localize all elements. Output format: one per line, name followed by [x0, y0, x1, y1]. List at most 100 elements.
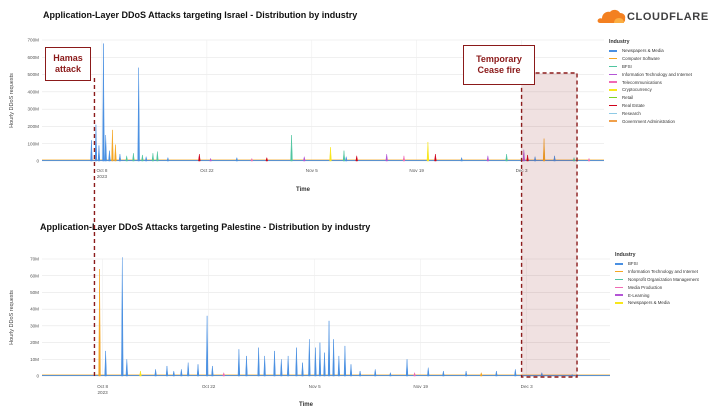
x-tick-label: Oct 22 [202, 384, 216, 389]
data-spike [402, 155, 406, 162]
cease-fire-callout: Temporary Cease fire [463, 45, 535, 85]
data-spike [144, 156, 148, 162]
chart-title-israel: Application-Layer DDoS Attacks targeting… [43, 10, 358, 20]
data-spike [480, 371, 483, 377]
data-spike [151, 153, 155, 162]
data-spike [137, 67, 140, 162]
y-axis-title: Hourly DDoS requests [9, 290, 15, 345]
hamas-attack-callout: Hamas attack [45, 47, 91, 81]
data-spike [263, 355, 266, 377]
legend-palestine: Industry BFSI Information Technology and … [615, 252, 699, 307]
legend-swatch [615, 302, 623, 304]
data-spike [405, 359, 409, 377]
y-tick-label: 70M [30, 257, 39, 262]
data-spike [323, 352, 326, 377]
data-spike [211, 365, 214, 377]
data-spike [308, 339, 311, 377]
data-spike [198, 154, 201, 162]
legend-swatch [615, 286, 623, 289]
legend-swatch [609, 73, 617, 76]
legend-item: Newspapers & Media [615, 299, 699, 307]
legend-label: Computer Software [622, 56, 660, 62]
brand-name: CLOUDFLARE [627, 11, 709, 23]
data-spike [587, 157, 591, 162]
x-tick-year: 2023 [97, 390, 108, 395]
data-spike [132, 153, 135, 162]
data-spike [186, 362, 190, 377]
data-spike [314, 347, 317, 377]
data-spike [280, 359, 283, 377]
data-spike [286, 355, 290, 377]
data-spike [570, 373, 574, 377]
data-spike [442, 370, 445, 377]
legend-swatch [609, 104, 617, 107]
data-spike [205, 315, 209, 377]
hamas-attack-label: Hamas attack [53, 53, 83, 74]
chart-title-palestine: Application-Layer DDoS Attacks targeting… [40, 222, 371, 232]
x-tick-label: Dec 3 [516, 168, 528, 173]
data-spike [98, 269, 101, 377]
legend-item: Media Production [615, 283, 699, 291]
x-tick-label: Dec 3 [521, 384, 533, 389]
legend-swatch [609, 65, 617, 68]
data-spike [460, 156, 463, 162]
y-tick-label: 60M [30, 273, 39, 278]
x-tick-label: Oct 8 [97, 384, 108, 389]
y-tick-label: 20M [30, 340, 39, 345]
data-spike [111, 129, 114, 162]
x-tick-label: Nov 19 [409, 168, 424, 173]
data-spike [250, 157, 254, 162]
data-spike [222, 371, 225, 377]
data-spike [104, 350, 107, 377]
data-spike [464, 370, 468, 377]
y-tick-label: 40M [30, 307, 39, 312]
data-spike [413, 371, 416, 377]
cloudflare-logo: CLOUDFLARE [597, 7, 709, 27]
data-spike [522, 149, 525, 162]
data-spike [345, 156, 348, 162]
x-axis-title: Time [296, 187, 311, 193]
data-spike [104, 135, 107, 162]
legend-item: Nonprofit Organization Management [615, 276, 699, 284]
data-spike [290, 135, 293, 162]
data-spike [337, 355, 341, 377]
y-tick-label: 700M [28, 38, 40, 43]
data-spike [245, 355, 248, 377]
legend-item: Newspapers & Media [609, 47, 692, 55]
data-spike [553, 155, 556, 162]
data-spike [385, 154, 388, 162]
legend-swatch [615, 270, 623, 273]
data-spike [118, 154, 122, 162]
data-spike [542, 138, 546, 162]
data-spike [533, 156, 537, 162]
legend-item: Government Administration [609, 117, 692, 125]
data-spike [358, 370, 362, 377]
data-spike [389, 371, 392, 377]
data-spike [343, 345, 347, 377]
data-spike [139, 370, 142, 377]
data-spike [342, 150, 346, 162]
data-spike [114, 144, 117, 162]
data-spike [427, 367, 430, 377]
legend-swatch [615, 263, 623, 265]
legend-label: Nonprofit Organization Management [628, 276, 699, 282]
y-tick-label: 100M [28, 141, 40, 146]
x-axis-title: Time [299, 402, 314, 408]
y-tick-label: 30M [30, 323, 39, 328]
legend-label: Real Estate [622, 102, 645, 108]
x-tick-label: Nov 5 [309, 384, 321, 389]
y-tick-label: 500M [28, 72, 40, 77]
y-tick-label: 600M [28, 55, 40, 60]
data-spike [90, 140, 93, 162]
data-spike [355, 155, 358, 162]
y-tick-label: 400M [28, 89, 40, 94]
legend-label: Retail [622, 95, 634, 101]
legend-swatch [609, 50, 617, 52]
legend-item: Information Technology and Internet [615, 268, 699, 276]
data-spike [180, 369, 183, 377]
legend-label: Telecommunications [622, 79, 662, 85]
y-tick-label: 200M [28, 124, 40, 129]
legend-item: Cryptocurrency [609, 86, 692, 94]
x-tick-label: Nov 5 [306, 168, 318, 173]
